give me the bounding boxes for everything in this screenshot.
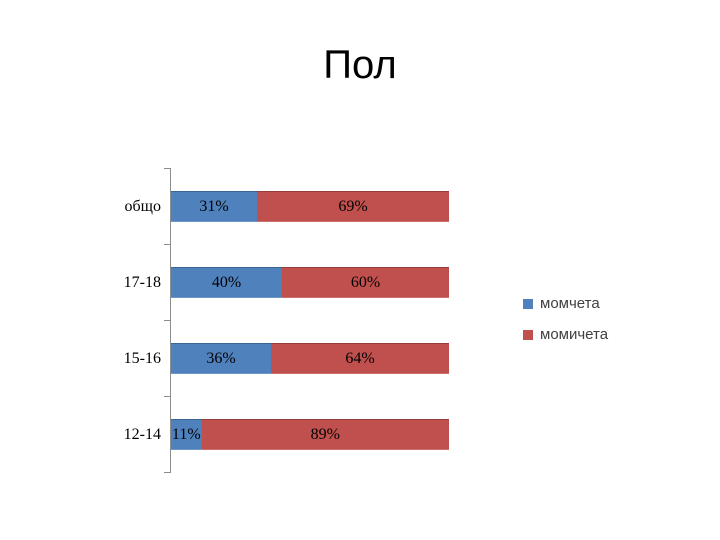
legend-swatch-icon [523,329,533,340]
axis-tick [164,320,171,321]
data-label: 36% [206,349,236,367]
bar-segment-момчета: 36% [171,343,272,374]
axis-tick [164,168,171,169]
axis-tick [164,396,171,397]
legend-item-момчета: момчета [523,295,608,312]
legend: момчета момичета [523,295,609,358]
legend-item-момичета: момичета [523,326,609,343]
category-label: общо [124,197,161,215]
bar-segment-момчета: 40% [171,267,283,298]
legend-label: момичета [540,326,609,343]
data-label: 69% [338,197,368,215]
bar-row: 31% 69% [171,191,449,222]
chart-title: Пол [323,43,397,87]
bar-segment-момчета: 11% [171,419,202,450]
category-label: 15-16 [123,349,161,367]
data-label: 40% [211,273,242,291]
data-label: 11% [171,425,201,443]
category-label: 12-14 [123,425,161,443]
bar-segment-момичета: 60% [282,267,449,298]
bar-row: 36% 64% [171,343,449,374]
category-label: 17-18 [123,273,161,291]
axis-tick [164,472,171,473]
bar-segment-момичета: 69% [257,191,449,222]
legend-swatch-icon [523,298,533,309]
bar-segment-момичета: 89% [201,419,449,450]
bar-row: 11% 89% [171,419,449,450]
bar-segment-момчета: 31% [171,191,258,222]
legend-label: момчета [540,295,600,312]
axis-tick [164,244,171,245]
bar-segment-момичета: 64% [271,343,449,374]
bar-row: 40% 60% [171,267,449,298]
data-label: 89% [310,425,340,443]
data-label: 60% [350,273,381,291]
data-label: 64% [345,349,375,367]
data-label: 31% [199,197,229,215]
